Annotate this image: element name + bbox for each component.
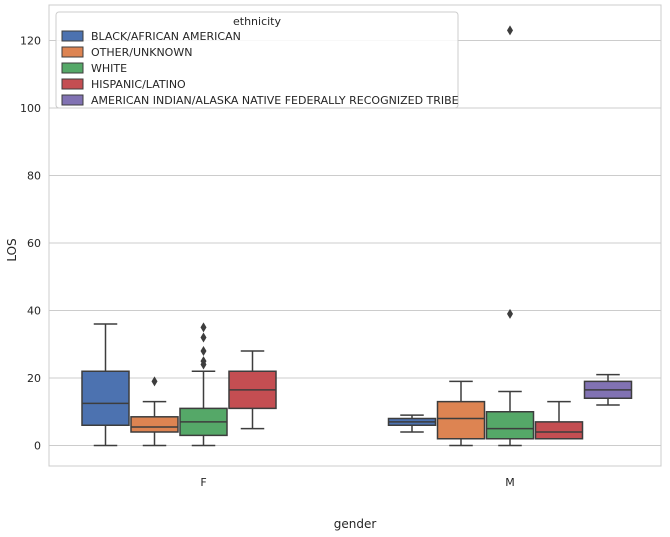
box-iqr [534,421,584,440]
outlier-point-3 [200,332,207,343]
legend-swatch [61,30,84,42]
x-tick-label-M: M [505,476,515,489]
box-F-2 [179,322,228,447]
box-M-1 [436,380,486,447]
y-axis-label: LOS [5,238,19,261]
legend-swatch [61,62,84,74]
legend-label: HISPANIC/LATINO [91,78,186,91]
legend-label: AMERICAN INDIAN/ALASKA NATIVE FEDERALLY … [91,94,459,107]
y-tick-label-80: 80 [27,170,41,183]
x-axis-label: gender [334,517,377,531]
legend-item-2: WHITE [61,62,127,75]
legend-item-4: AMERICAN INDIAN/ALASKA NATIVE FEDERALLY … [61,94,459,107]
box-F-0 [81,323,130,447]
box-F-1 [130,376,179,447]
outlier-point-0 [507,308,513,319]
box-M-2 [485,25,535,447]
legend-label: WHITE [91,62,127,75]
box-M-3 [534,400,584,440]
legend-swatch [61,94,84,106]
legend-label: OTHER/UNKNOWN [91,46,192,59]
legend-frame [55,11,459,109]
box-M-4 [583,373,633,406]
box-iqr [130,416,179,433]
y-tick-label-100: 100 [20,102,41,115]
y-tick-label-60: 60 [27,237,41,250]
legend-title: ethnicity [233,15,281,28]
boxes-layer [81,25,633,447]
y-tick-label-0: 0 [34,440,41,453]
box-F-3 [228,350,277,430]
box-M-0 [387,414,437,433]
legend: ethnicity BLACK/AFRICAN AMERICAN OTHER/UN… [55,11,459,109]
outlier-point-1 [507,25,513,36]
outlier-point-1 [200,356,207,367]
box-iqr [485,411,535,440]
y-tick-label-40: 40 [27,305,41,318]
y-tick-label-120: 120 [20,35,41,48]
legend-item-0: BLACK/AFRICAN AMERICAN [61,30,241,43]
outlier-point-2 [200,346,207,356]
x-tick-label-F: F [200,476,206,489]
outlier-point-4 [200,322,207,333]
legend-swatch [61,78,84,90]
box-iqr [436,400,486,440]
legend-item-3: HISPANIC/LATINO [61,78,186,91]
y-tick-label-20: 20 [27,372,41,385]
legend-items: BLACK/AFRICAN AMERICAN OTHER/UNKNOWN WHITE… [61,30,459,107]
y-axis-ticks: 0 20 40 60 80 100 120 [20,35,41,453]
legend-swatch [61,46,84,58]
outlier-point-0 [151,376,158,387]
box-iqr [81,370,130,426]
legend-item-1: OTHER/UNKNOWN [61,46,192,59]
legend-label: BLACK/AFRICAN AMERICAN [91,30,241,43]
